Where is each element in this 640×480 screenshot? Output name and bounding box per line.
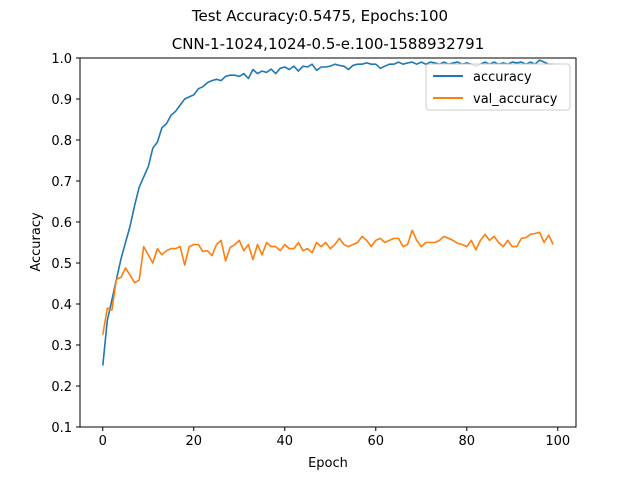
y-axis-label: Accuracy [29, 212, 44, 272]
x-tick-label: 0 [99, 434, 107, 449]
y-tick-label: 0.4 [51, 298, 72, 313]
x-tick-label: 20 [185, 434, 202, 449]
legend: accuracy val_accuracy [425, 63, 571, 111]
y-tick-label: 0.9 [51, 93, 72, 108]
y-tick-label: 0.2 [51, 380, 72, 395]
y-tick-label: 0.8 [51, 134, 72, 149]
y-tick-label: 1.0 [51, 52, 72, 67]
y-tick-label: 0.7 [51, 175, 72, 190]
y-tick-label: 0.6 [51, 216, 72, 231]
y-tick-label: 0.3 [51, 339, 72, 354]
x-axis-label: Epoch [308, 456, 348, 471]
x-tick-label: 60 [368, 434, 385, 449]
legend-label-val-accuracy: val_accuracy [473, 92, 558, 107]
y-tick-label: 0.1 [51, 421, 72, 436]
y-tick-label: 0.5 [51, 257, 72, 272]
x-tick-label: 80 [459, 434, 476, 449]
x-tick-label: 100 [545, 434, 570, 449]
x-tick-label: 40 [276, 434, 293, 449]
plot-frame [79, 57, 577, 428]
chart-title: CNN-1-1024,1024-0.5-e.100-1588932791 [172, 35, 485, 53]
legend-label-accuracy: accuracy [473, 70, 532, 85]
series-line-val-accuracy [102, 229, 554, 335]
ticks-layer: 0 20 40 60 80 100 0.1 0.2 0.3 0.4 0.5 0.6 0.7 0.8 0.9 1… [51, 52, 570, 449]
chart-suptitle: Test Accuracy:0.5475, Epochs:100 [191, 7, 448, 25]
